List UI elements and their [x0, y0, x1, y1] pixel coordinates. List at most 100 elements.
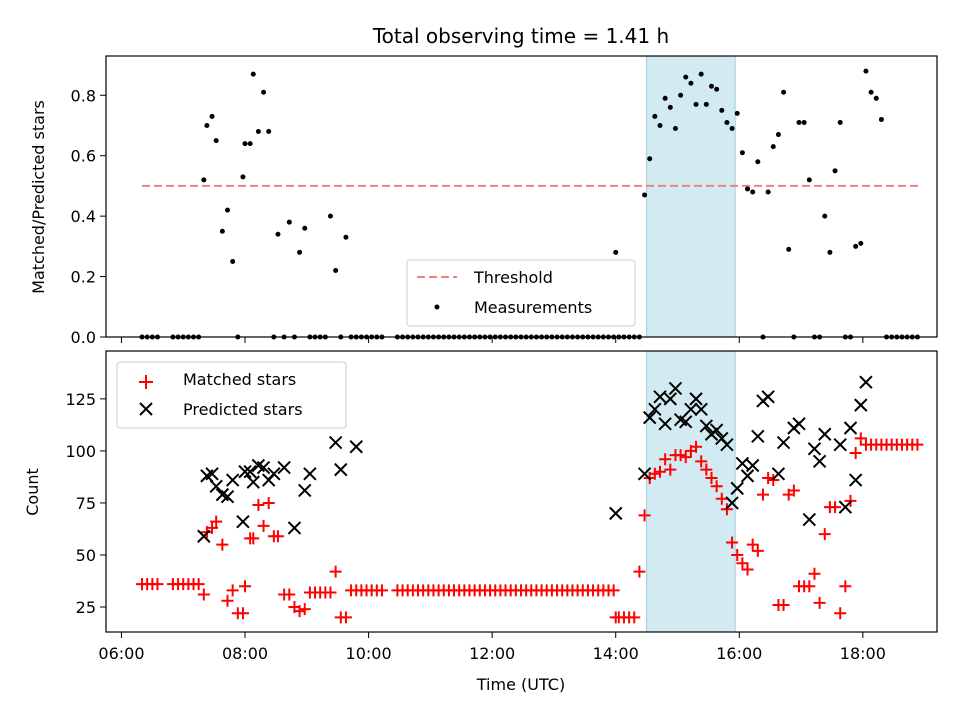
measurement-point: [613, 249, 619, 255]
predicted-star-point: [238, 465, 252, 479]
counts-y-axis-label: Count: [23, 468, 42, 516]
predicted-star-point: [689, 392, 703, 406]
measurement-point: [343, 234, 349, 240]
measurement-point: [806, 177, 812, 183]
matched-star-point: [736, 557, 749, 570]
matched-star-point: [834, 607, 847, 620]
counts-panel: 25 50 75 100 125 06:00 08:00 10:00 12:00 14:00 16…: [23, 350, 938, 694]
matched-star-point: [777, 598, 790, 611]
matched-star-point: [751, 544, 764, 557]
measurement-point: [873, 95, 879, 101]
matched-star-point: [674, 449, 687, 462]
legend-measurements-label: Measurements: [474, 298, 592, 317]
measurement-point: [703, 101, 709, 107]
measurement-point: [698, 71, 704, 77]
predicted-star-point: [802, 512, 817, 527]
predicted-star-point: [699, 419, 714, 433]
x-tick-label: 18:00: [840, 644, 886, 663]
matched-star-point: [210, 515, 223, 528]
predicted-star-point: [220, 489, 235, 504]
y-tick-label: 0.0: [71, 328, 96, 347]
matched-star-point: [216, 538, 229, 551]
predicted-star-point: [843, 421, 858, 435]
matched-star-point: [226, 584, 239, 597]
predicted-star-point: [776, 435, 791, 450]
ratio-plot-frame: [105, 55, 938, 338]
predicted-star-point: [771, 467, 786, 481]
x-tick-label: 06:00: [98, 644, 144, 663]
predicted-star-point: [225, 473, 240, 487]
matched-star-point: [818, 528, 831, 541]
matched-star-point: [638, 509, 651, 522]
measurement-point: [275, 231, 281, 237]
x-tick-label: 14:00: [593, 644, 639, 663]
measurement-point: [739, 150, 745, 156]
predicted-star-point: [663, 392, 678, 406]
measurement-point: [209, 113, 215, 119]
matched-star-point: [262, 496, 275, 509]
counts-y-axis: 25 50 75 100 125: [65, 390, 106, 617]
measurement-point: [878, 116, 884, 122]
measurement-point: [827, 249, 833, 255]
predicted-star-point: [848, 473, 863, 487]
matched-star-point: [726, 536, 739, 549]
predicted-star-point: [668, 381, 683, 396]
measurement-point: [781, 89, 787, 95]
matched-star-point: [690, 440, 703, 453]
matched-star-point: [197, 588, 210, 601]
measurement-point: [858, 240, 864, 246]
matched-star-point: [375, 584, 388, 597]
matched-star-point: [239, 580, 252, 593]
measurement-point: [247, 141, 253, 147]
x-tick-label: 08:00: [222, 644, 268, 663]
measurement-point: [729, 126, 735, 132]
matched-star-point: [839, 580, 852, 593]
measurement-point: [667, 104, 673, 110]
predicted-star-point: [751, 429, 765, 444]
predicted-star-point: [334, 462, 348, 477]
measurement-point: [333, 268, 339, 274]
measurement-point: [863, 68, 869, 74]
matched-star-point: [628, 611, 641, 624]
y-tick-label: 125: [65, 390, 96, 409]
measurement-point: [786, 246, 792, 252]
measurement-point: [734, 110, 740, 116]
matched-star-point: [813, 596, 826, 609]
matched-star-point: [257, 519, 270, 532]
measurement-point: [775, 132, 781, 138]
legend-threshold-label: Threshold: [473, 268, 553, 287]
measurement-point: [302, 225, 308, 231]
predicted-star-point: [761, 390, 775, 404]
measurement-point: [770, 144, 776, 150]
measurement-point: [683, 74, 689, 80]
predicted-star-point: [303, 467, 317, 481]
predicted-star-point: [730, 481, 744, 496]
predicted-star-point: [243, 465, 257, 479]
predicted-star-point: [197, 529, 211, 543]
matched-star-point: [705, 471, 718, 484]
matched-star-point: [648, 467, 661, 480]
predicted-star-point: [812, 454, 827, 469]
matched-star-point: [192, 578, 205, 591]
measurement-point: [868, 89, 874, 95]
predicted-star-point: [735, 456, 750, 471]
predicted-star-point: [833, 437, 847, 452]
predicted-star-point: [236, 514, 250, 529]
predicted-star-point: [246, 475, 260, 489]
matched-star-point: [854, 432, 867, 445]
predicted-star-point: [209, 479, 223, 494]
matched-star-point: [293, 605, 306, 618]
matched-star-point: [829, 501, 842, 514]
measurement-point: [678, 92, 684, 98]
predicted-star-point: [653, 390, 667, 404]
predicted-star-point: [859, 375, 873, 389]
predicted-stars-series: [197, 375, 873, 543]
y-tick-label: 0.2: [71, 268, 96, 287]
measurement-point: [745, 186, 751, 192]
measurement-point: [219, 228, 225, 234]
ratio-y-axis-label: Matched/Predicted stars: [29, 100, 48, 294]
measurement-point: [714, 86, 720, 92]
matched-star-point: [849, 446, 862, 459]
matched-star-point: [633, 565, 646, 578]
measurement-point: [213, 138, 219, 144]
